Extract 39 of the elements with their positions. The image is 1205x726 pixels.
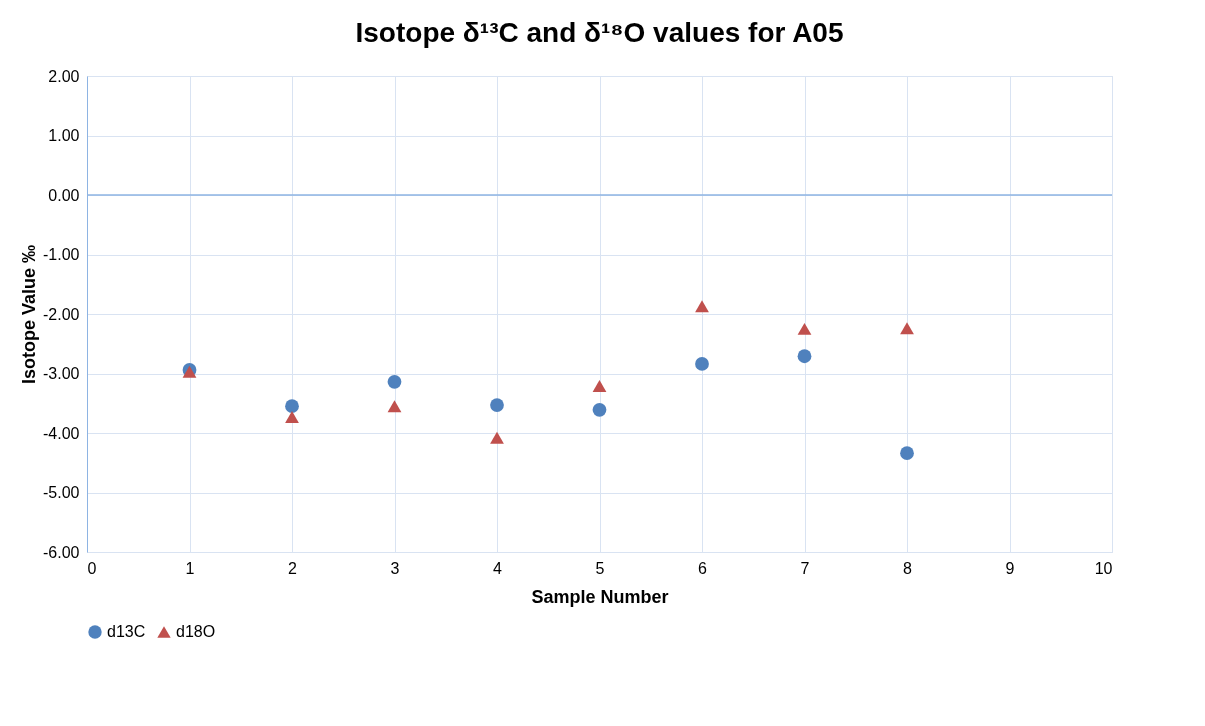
y-tick-label: 0.00 xyxy=(48,186,80,204)
x-tick-label: 10 xyxy=(1094,559,1113,577)
x-tick-label: 5 xyxy=(595,559,605,577)
y-tick-label: -5.00 xyxy=(43,484,80,501)
y-tick-label: -2.00 xyxy=(43,305,80,323)
point xyxy=(387,374,402,389)
x-tick-label: 2 xyxy=(288,559,298,577)
point xyxy=(490,431,504,444)
x-tick-label: 6 xyxy=(698,559,708,577)
point xyxy=(797,349,812,364)
point xyxy=(592,380,607,392)
x-tick-label: 0 xyxy=(87,559,97,577)
x-tick-label: 7 xyxy=(800,559,810,577)
point xyxy=(285,399,299,414)
x-axis-title: Sample Number xyxy=(531,586,669,607)
x-tick-label: 9 xyxy=(1005,559,1015,577)
point xyxy=(592,402,607,417)
point xyxy=(695,357,709,371)
x-tick-label: 1 xyxy=(185,559,195,577)
chart-title: Isotope δ¹³C and δ¹⁸O values for A05 xyxy=(355,17,844,48)
x-tick-label: 3 xyxy=(390,559,400,577)
legend-label: d13C xyxy=(107,623,146,640)
y-tick-label: 1.00 xyxy=(48,127,80,144)
y-tick-label: -3.00 xyxy=(43,365,80,382)
point xyxy=(387,400,402,413)
point xyxy=(695,300,709,313)
point xyxy=(900,446,914,461)
y-axis-title: Isotope Value ‰ xyxy=(19,244,40,385)
y-tick-label: -1.00 xyxy=(43,246,80,263)
y-tick-label: -6.00 xyxy=(43,543,80,561)
point xyxy=(797,322,812,335)
x-tick-label: 8 xyxy=(903,559,913,577)
legend-label: d18O xyxy=(176,623,216,640)
point xyxy=(900,322,914,335)
point xyxy=(490,398,504,412)
x-tick-label: 4 xyxy=(493,559,503,577)
point xyxy=(285,410,299,423)
y-tick-label: -4.00 xyxy=(43,424,80,442)
y-tick-label: 2.00 xyxy=(48,67,80,85)
